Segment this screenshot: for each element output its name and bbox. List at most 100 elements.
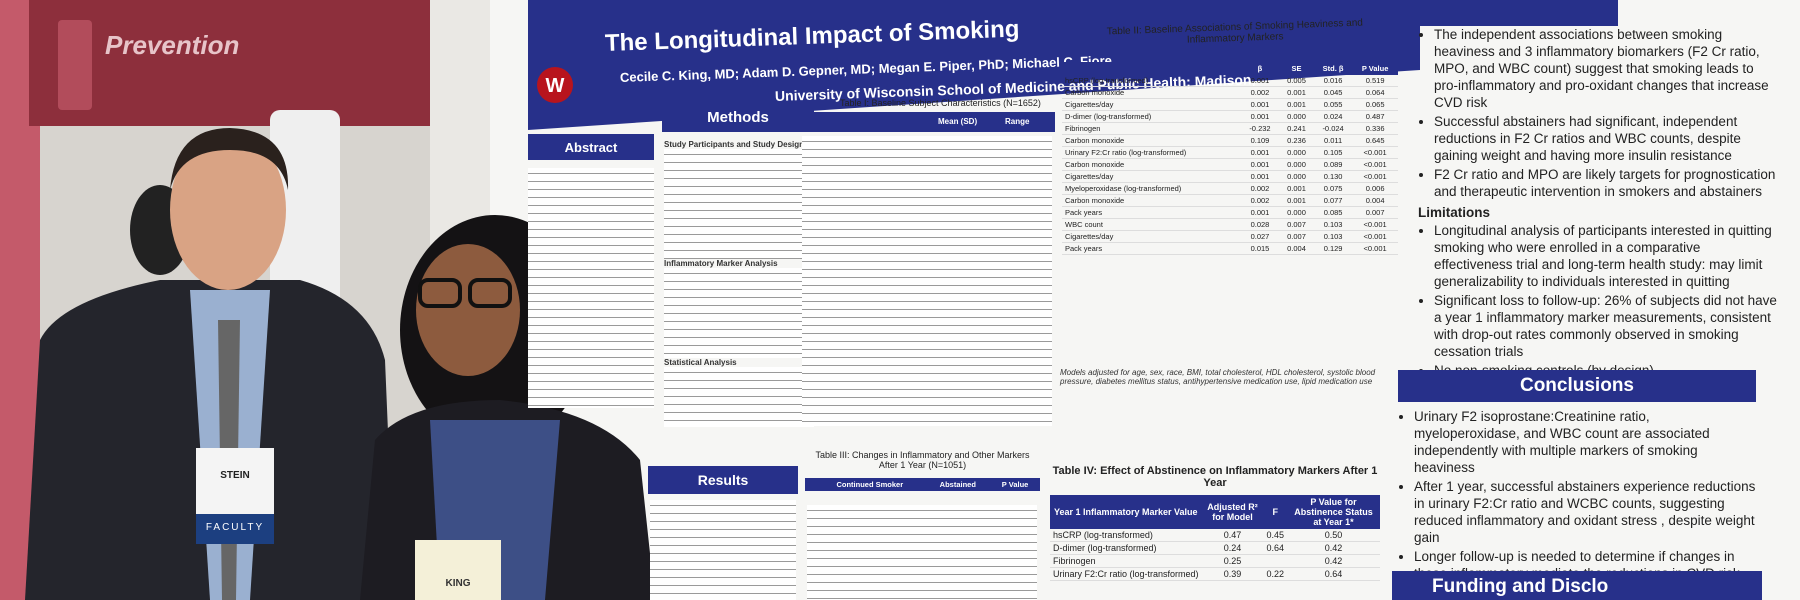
table-cell: Myeloperoxidase (log-transformed) [1062, 182, 1241, 195]
table-cell: 0.002 [1240, 86, 1280, 99]
table-cell: 0.001 [1240, 206, 1280, 219]
logo-mark: W [546, 75, 565, 97]
badge-role: FACULTY [205, 522, 265, 533]
bullet: After 1 year, successful abstainers expe… [1414, 478, 1756, 546]
table-cell: 0.42 [1287, 554, 1380, 568]
bullet: F2 Cr ratio and MPO are likely targets f… [1434, 166, 1778, 200]
table-cell: 0.028 [1240, 218, 1280, 231]
table-cell: 0.236 [1279, 134, 1314, 147]
table-cell: <0.001 [1352, 230, 1398, 243]
table-cell: 0.130 [1313, 170, 1353, 183]
table-cell: D-dimer (log-transformed) [1062, 110, 1241, 123]
rolled-poster [270, 110, 340, 320]
table: Continued Smoker Abstained P Value [805, 478, 1040, 491]
table-row: Carbon monoxide 0.001 0.000 0.089 <0.001 [1062, 158, 1398, 171]
section-header: Results [648, 466, 798, 494]
table-cell: 0.45 [1263, 529, 1288, 542]
table-cell: Carbon monoxide [1062, 86, 1241, 99]
table-body [802, 136, 1052, 426]
booth-label: Prevention [105, 30, 240, 60]
bullet: Significant loss to follow-up: 26% of su… [1434, 292, 1778, 360]
table-cell: 0.000 [1279, 146, 1314, 159]
table-cell: 0.005 [1279, 75, 1314, 87]
table-cell: <0.001 [1352, 218, 1398, 231]
table-cell: Urinary F2:Cr ratio (log-transformed) [1062, 146, 1241, 159]
table-cell: 0.336 [1352, 122, 1398, 135]
face [416, 244, 520, 376]
table-cell: Cigarettes/day [1062, 230, 1241, 243]
table-cell: Carbon monoxide [1062, 158, 1241, 171]
column-header: Abstained [925, 478, 991, 491]
table-row: Carbon monoxide 0.002 0.001 0.077 0.004 [1062, 194, 1398, 207]
title-band [528, 0, 1420, 130]
table-cell: hsCRP (log-transformed) [1062, 75, 1241, 87]
table-cell: 0.015 [1240, 242, 1280, 255]
table-cell: WBC count [1062, 218, 1241, 231]
column-header: Std. β [1313, 62, 1353, 75]
table-cell: 0.42 [1287, 541, 1380, 555]
table-cell: 0.006 [1352, 182, 1398, 195]
glasses [418, 278, 512, 308]
table-cell: 0.000 [1279, 110, 1314, 123]
table-cell: 0.007 [1352, 206, 1398, 219]
column-header: Continued Smoker [814, 478, 926, 491]
header-row: Year 1 Inflammatory Marker Value Adjusted… [1050, 495, 1380, 529]
table-row: Cigarettes/day 0.001 0.000 0.130 <0.001 [1062, 170, 1398, 183]
section-header: Conclusions [1398, 370, 1756, 402]
table-cell: 0.001 [1240, 146, 1280, 159]
table-cell: 0.103 [1313, 230, 1353, 243]
booth-banner [29, 0, 430, 126]
table-cell: 0.22 [1263, 567, 1288, 581]
table-header: Mean (SD) Range [800, 112, 1055, 132]
table-row: WBC count 0.028 0.007 0.103 <0.001 [1062, 218, 1398, 231]
column-header [1062, 62, 1241, 75]
table-cell: 0.075 [1313, 182, 1353, 195]
table-row: Cigarettes/day 0.001 0.001 0.055 0.065 [1062, 98, 1398, 111]
table-cell: Urinary F2:Cr ratio (log-transformed) [1050, 567, 1202, 581]
table-cell: 0.001 [1279, 86, 1314, 99]
bullet: The independent associations between smo… [1434, 26, 1778, 111]
methods-subhead: Statistical Analysis [664, 358, 737, 367]
section-header: Abstract [528, 134, 654, 160]
hair [170, 128, 289, 190]
table-cell: 0.001 [1279, 98, 1314, 111]
table-row: D-dimer (log-transformed) 0.001 0.000 0.024… [1062, 110, 1398, 123]
table-cell: 0.487 [1352, 110, 1398, 123]
column-header [805, 478, 815, 491]
table-cell: Fibrinogen [1062, 122, 1241, 135]
table-cell: 0.065 [1352, 98, 1398, 111]
badge-name: STEIN [220, 470, 250, 481]
table-row: Urinary F2:Cr ratio (log-transformed) 0.0… [1062, 146, 1398, 159]
table-cell: 0.001 [1279, 182, 1314, 195]
table-cell: hsCRP (log-transformed) [1050, 529, 1202, 542]
table-row: Cigarettes/day 0.027 0.007 0.103 <0.001 [1062, 230, 1398, 243]
column-header: β [1240, 62, 1280, 75]
column-header: Range [1005, 117, 1030, 126]
table-cell: <0.001 [1352, 242, 1398, 255]
table-cell: Cigarettes/day [1062, 98, 1241, 111]
table: Year 1 Inflammatory Marker Value Adjusted… [1050, 495, 1380, 581]
table-row: D-dimer (log-transformed) 0.24 0.64 0.42 [1050, 541, 1380, 555]
methods-text: Study Participants and Study Design Infl… [664, 140, 814, 427]
face [170, 130, 286, 290]
table-cell: 0.50 [1287, 529, 1380, 542]
table-row: Carbon monoxide 0.109 0.236 0.011 0.645 [1062, 134, 1398, 147]
table-row: Fibrinogen -0.232 0.241 -0.024 0.336 [1062, 122, 1398, 135]
table-row: Pack years 0.001 0.000 0.085 0.007 [1062, 206, 1398, 219]
table-row: Carbon monoxide 0.002 0.001 0.045 0.064 [1062, 86, 1398, 99]
banner-icon [58, 20, 92, 110]
header-row: Continued Smoker Abstained P Value [805, 478, 1040, 491]
methods-subhead: Inflammatory Marker Analysis [664, 259, 778, 268]
table-row: Myeloperoxidase (log-transformed) 0.002 0.… [1062, 182, 1398, 195]
table-cell: 0.016 [1313, 75, 1353, 87]
table-cell: 0.001 [1240, 98, 1280, 111]
section-header: Methods [662, 102, 814, 132]
table-cell: <0.001 [1352, 170, 1398, 183]
table-cell: 0.055 [1313, 98, 1353, 111]
table-cell: 0.39 [1201, 567, 1264, 581]
table-cell [1263, 554, 1288, 568]
column-header: P Value [990, 478, 1040, 491]
table-cell: Pack years [1062, 206, 1241, 219]
